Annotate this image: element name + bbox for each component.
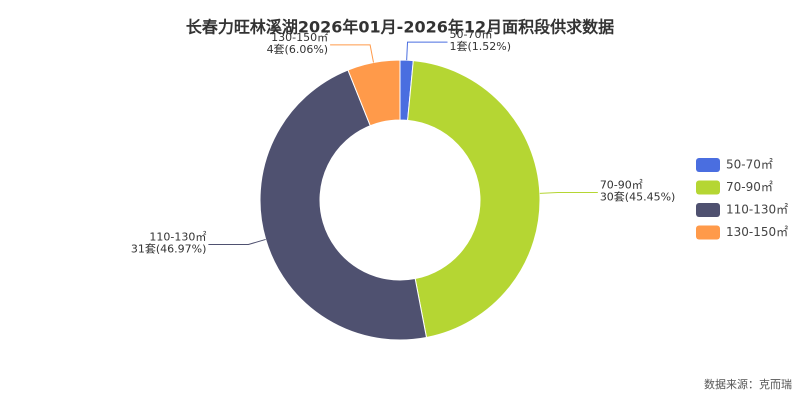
legend-swatch	[696, 203, 720, 217]
legend-swatch	[696, 158, 720, 172]
slice-value-label: 31套(46.97%)	[131, 243, 207, 256]
slice-value-label: 1套(1.52%)	[450, 40, 512, 53]
slice-label: 70-90㎡	[600, 178, 643, 191]
slice-value-label: 4套(6.06%)	[267, 43, 329, 56]
source-note: 数据来源：克而瑞	[704, 377, 792, 391]
slice-label: 110-130㎡	[149, 231, 206, 244]
donut-slice	[347, 59, 401, 127]
legend-label: 70-90㎡	[726, 180, 773, 194]
label-line	[539, 191, 598, 194]
slice-label: 130-150㎡	[271, 31, 328, 44]
label-line	[406, 41, 448, 61]
legend-label: 50-70㎡	[726, 158, 773, 172]
donut-slice	[259, 69, 428, 341]
legend-swatch	[696, 180, 720, 195]
legend-swatch	[696, 225, 720, 240]
chart-title: 长春力旺林溪湖2026年01月-2026年12月面积段供求数据	[186, 18, 614, 37]
legend-label: 130-150㎡	[726, 225, 788, 239]
donut-slice	[407, 60, 541, 339]
label-line	[208, 238, 266, 246]
label-line	[330, 44, 374, 63]
slice-label: 50-70㎡	[450, 28, 493, 41]
slice-value-label: 30套(45.45%)	[600, 190, 676, 203]
legend-label: 110-130㎡	[726, 203, 788, 217]
